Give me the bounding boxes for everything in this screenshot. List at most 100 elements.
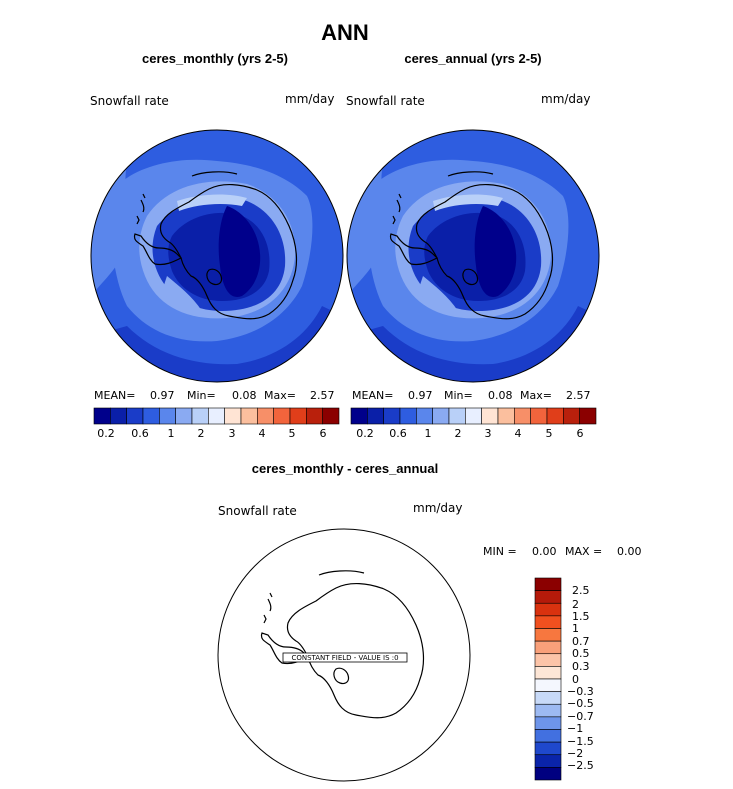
max-value: 2.57 xyxy=(566,389,591,402)
polar-map xyxy=(91,130,343,382)
colorbar-label: −0.7 xyxy=(567,710,594,723)
colorbar-swatch xyxy=(159,407,176,425)
colorbar-swatch xyxy=(530,407,548,425)
colorbar-swatch xyxy=(534,640,562,655)
variable-label: Snowfall rate xyxy=(346,94,425,108)
colorbar-swatch xyxy=(367,407,384,425)
colorbar-swatch xyxy=(289,407,307,425)
colorbar-swatch xyxy=(534,741,562,756)
map-border xyxy=(346,129,600,383)
panel-header: ceres_monthly (yrs 2-5) xyxy=(142,51,288,66)
colorbar-swatch xyxy=(126,407,144,425)
min-value: 0.08 xyxy=(232,389,257,402)
colorbar-swatch xyxy=(534,577,562,591)
colorbar-swatch xyxy=(273,407,291,425)
tick-label: 3 xyxy=(485,427,492,440)
colorbar-ticks: 0.2 0.6 1 2 3 4 5 6 xyxy=(97,427,326,440)
tick-label: 0.6 xyxy=(131,427,149,440)
colorbar-swatch xyxy=(534,691,562,705)
panel-header: ceres_annual (yrs 2-5) xyxy=(404,51,541,66)
max-label: Max= xyxy=(520,389,552,402)
polar-map xyxy=(347,130,599,382)
mean-value: 0.97 xyxy=(408,389,433,402)
colorbar-swatch xyxy=(224,407,242,425)
max-label: MAX = xyxy=(565,545,602,558)
colorbar-swatch xyxy=(93,407,111,425)
min-value: 0.00 xyxy=(532,545,557,558)
colorbar xyxy=(350,407,597,425)
colorbar-swatch xyxy=(383,407,401,425)
colorbar-label: −1 xyxy=(567,722,583,735)
colorbar-swatch xyxy=(257,407,274,425)
colorbar-label: 0.3 xyxy=(572,660,590,673)
colorbar-swatch xyxy=(534,615,562,629)
min-label: Min= xyxy=(187,389,216,402)
colorbar-swatch xyxy=(175,407,193,425)
colorbar-swatch xyxy=(350,407,368,425)
colorbar-swatch xyxy=(399,407,417,425)
colorbar-label: −2.5 xyxy=(567,759,594,772)
colorbar-swatch xyxy=(240,407,258,425)
colorbar-label: 1.5 xyxy=(572,610,590,623)
colorbar-swatch xyxy=(534,590,562,604)
colorbar-swatch xyxy=(191,407,209,425)
tick-label: 1 xyxy=(425,427,432,440)
colorbar-label: 0.5 xyxy=(572,647,590,660)
max-value: 0.00 xyxy=(617,545,642,558)
stats-line: MEAN= 0.97 Min= 0.08 Max= 2.57 xyxy=(352,389,591,402)
tick-label: 0.6 xyxy=(389,427,407,440)
tick-label: 4 xyxy=(515,427,522,440)
panel-header: ceres_monthly - ceres_annual xyxy=(252,461,438,476)
colorbar-swatch xyxy=(534,602,562,617)
colorbar-swatch xyxy=(465,407,482,425)
mean-value: 0.97 xyxy=(150,389,175,402)
colorbar-label: 0.7 xyxy=(572,635,590,648)
page-title: ANN xyxy=(321,20,369,45)
tick-label: 4 xyxy=(259,427,266,440)
diff-colorbar-labels: 2.5 2 1.5 1 0.7 0.5 0.3 0 −0.3 −0.5 −0.7… xyxy=(567,584,594,772)
mean-label: MEAN= xyxy=(352,389,393,402)
colorbar-label: −1.5 xyxy=(567,735,594,748)
mean-label: MEAN= xyxy=(94,389,135,402)
tick-label: 5 xyxy=(546,427,553,440)
units-label: mm/day xyxy=(413,501,463,515)
constant-note: CONSTANT FIELD - VALUE IS :0 xyxy=(291,654,398,662)
colorbar-swatch xyxy=(322,407,340,425)
colorbar-swatch xyxy=(497,407,515,425)
colorbar-swatch xyxy=(534,628,562,642)
constant-note-box xyxy=(282,652,408,663)
panel-left: ceres_monthly (yrs 2-5) Snowfall rate mm… xyxy=(90,51,344,440)
map-border xyxy=(90,129,344,383)
variable-label: Snowfall rate xyxy=(218,504,297,518)
colorbar-swatch xyxy=(534,703,562,718)
colorbar-swatch xyxy=(514,407,531,425)
colorbar-swatch xyxy=(416,407,433,425)
units-label: mm/day xyxy=(285,92,335,106)
min-label: MIN = xyxy=(483,545,517,558)
tick-label: 6 xyxy=(320,427,327,440)
tick-label: 2 xyxy=(455,427,462,440)
min-label: Min= xyxy=(444,389,473,402)
units-label: mm/day xyxy=(541,92,591,106)
colorbar-swatch xyxy=(534,767,562,781)
colorbar-label: 2 xyxy=(572,598,579,611)
tick-label: 6 xyxy=(577,427,584,440)
tick-label: 0.2 xyxy=(97,427,115,440)
tick-label: 3 xyxy=(229,427,236,440)
panel-difference: ceres_monthly - ceres_annual Snowfall ra… xyxy=(217,461,642,782)
colorbar-swatch xyxy=(579,407,597,425)
colorbar-label: 1 xyxy=(572,622,579,635)
colorbar-swatch xyxy=(534,653,562,667)
colorbar-swatch xyxy=(208,407,225,425)
tick-label: 0.2 xyxy=(356,427,374,440)
min-value: 0.08 xyxy=(488,389,513,402)
colorbar-label: −2 xyxy=(567,747,583,760)
colorbar-swatch xyxy=(306,407,323,425)
tick-label: 2 xyxy=(198,427,205,440)
max-label: Max= xyxy=(264,389,296,402)
colorbar-swatch xyxy=(534,729,562,743)
colorbar-swatch xyxy=(534,716,562,730)
colorbar-swatch xyxy=(481,407,499,425)
max-value: 2.57 xyxy=(310,389,335,402)
colorbar xyxy=(93,407,340,425)
